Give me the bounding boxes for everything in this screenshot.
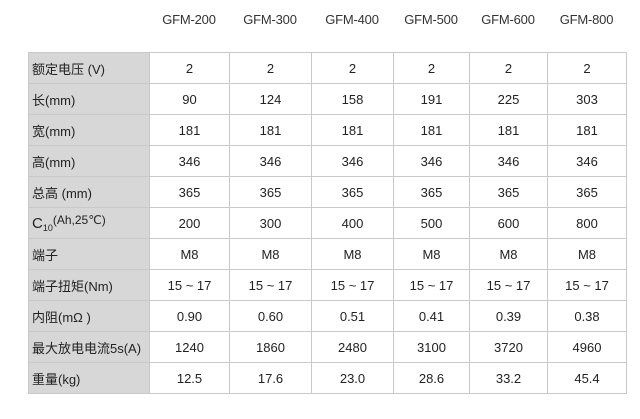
cell-value: 124 [229, 83, 312, 115]
cell-value: 4960 [547, 331, 627, 363]
cell-value: 300 [229, 207, 312, 239]
row-label-capacity: C10(Ah,25℃) [28, 207, 150, 239]
cell-value: 90 [149, 83, 230, 115]
cell-value: 346 [393, 145, 470, 177]
cell-value: 400 [311, 207, 394, 239]
cell-value: 17.6 [229, 362, 312, 394]
cell-value: 15 ~ 17 [393, 269, 470, 301]
table-row-width: 宽(mm) 181 181 181 181 181 181 [28, 114, 627, 146]
cell-value: 346 [547, 145, 627, 177]
cell-value: 0.90 [149, 300, 230, 332]
cell-value: M8 [547, 238, 627, 270]
cell-value: 365 [469, 176, 548, 208]
cell-value: 365 [393, 176, 470, 208]
cell-value: 15 ~ 17 [311, 269, 394, 301]
cell-value: 303 [547, 83, 627, 115]
cell-value: 2480 [311, 331, 394, 363]
cell-value: 181 [469, 114, 548, 146]
cell-value: 365 [229, 176, 312, 208]
cell-value: 800 [547, 207, 627, 239]
table-row-internal-resistance: 内阻(mΩ ) 0.90 0.60 0.51 0.41 0.39 0.38 [28, 300, 627, 332]
row-label-length: 长(mm) [28, 83, 150, 115]
cell-value: 15 ~ 17 [149, 269, 230, 301]
model-header-gfm-400: GFM-400 [325, 12, 379, 27]
table-row-length: 长(mm) 90 124 158 191 225 303 [28, 83, 627, 115]
table-row-total-height: 总高 (mm) 365 365 365 365 365 365 [28, 176, 627, 208]
cell-value: 181 [149, 114, 230, 146]
table-row-height: 高(mm) 346 346 346 346 346 346 [28, 145, 627, 177]
cell-value: 15 ~ 17 [547, 269, 627, 301]
cell-value: M8 [311, 238, 394, 270]
cell-value: 200 [149, 207, 230, 239]
capacity-subscript: 10 [42, 223, 53, 233]
cell-value: 346 [311, 145, 394, 177]
cell-value: 500 [393, 207, 470, 239]
cell-value: 0.38 [547, 300, 627, 332]
table-row-terminal: 端子 M8 M8 M8 M8 M8 M8 [28, 238, 627, 270]
cell-value: 346 [229, 145, 312, 177]
cell-value: 33.2 [469, 362, 548, 394]
cell-value: 191 [393, 83, 470, 115]
cell-value: 181 [393, 114, 470, 146]
cell-value: 158 [311, 83, 394, 115]
cell-value: 15 ~ 17 [229, 269, 312, 301]
cell-value: 365 [547, 176, 627, 208]
cell-value: 28.6 [393, 362, 470, 394]
model-header-row: GFM-200 GFM-300 GFM-400 GFM-500 GFM-600 … [0, 0, 640, 38]
row-label-height: 高(mm) [28, 145, 150, 177]
cell-value: 1860 [229, 331, 312, 363]
cell-value: 365 [311, 176, 394, 208]
model-header-gfm-800: GFM-800 [559, 12, 614, 27]
table-row-weight: 重量(kg) 12.5 17.6 23.0 28.6 33.2 45.4 [28, 362, 627, 394]
row-label-total-height: 总高 (mm) [28, 176, 150, 208]
table-row-max-discharge-current: 最大放电电流5s(A) 1240 1860 2480 3100 3720 496… [28, 331, 627, 363]
row-label-terminal: 端子 [28, 238, 150, 270]
cell-value: 600 [469, 207, 548, 239]
cell-value: 181 [547, 114, 627, 146]
cell-value: 3720 [469, 331, 548, 363]
row-label-max-discharge-current: 最大放电电流5s(A) [28, 331, 150, 363]
table-row-capacity: C10(Ah,25℃) 200 300 400 500 600 800 [28, 207, 627, 239]
cell-value: 2 [469, 52, 548, 84]
cell-value: M8 [393, 238, 470, 270]
table-row-terminal-torque: 端子扭矩(Nm) 15 ~ 17 15 ~ 17 15 ~ 17 15 ~ 17… [28, 269, 627, 301]
row-label-internal-resistance: 内阻(mΩ ) [28, 300, 150, 332]
cell-value: 346 [469, 145, 548, 177]
cell-value: 1240 [149, 331, 230, 363]
cell-value: 0.41 [393, 300, 470, 332]
cell-value: 2 [149, 52, 230, 84]
row-label-terminal-torque: 端子扭矩(Nm) [28, 269, 150, 301]
cell-value: 12.5 [149, 362, 230, 394]
spec-table: 额定电压 (V) 2 2 2 2 2 2 长(mm) 90 124 158 19… [28, 52, 627, 394]
cell-value: M8 [229, 238, 312, 270]
model-header-gfm-600: GFM-600 [481, 12, 535, 27]
capacity-conditions: (Ah,25℃) [52, 213, 106, 227]
cell-value: M8 [469, 238, 548, 270]
cell-value: 2 [311, 52, 394, 84]
cell-value: 3100 [393, 331, 470, 363]
row-label-rated-voltage: 额定电压 (V) [28, 52, 150, 84]
cell-value: 2 [547, 52, 627, 84]
cell-value: 225 [469, 83, 548, 115]
cell-value: 0.51 [311, 300, 394, 332]
cell-value: 0.60 [229, 300, 312, 332]
cell-value: 181 [229, 114, 312, 146]
cell-value: 2 [393, 52, 470, 84]
row-label-weight: 重量(kg) [28, 362, 150, 394]
row-label-width: 宽(mm) [28, 114, 150, 146]
model-header-gfm-300: GFM-300 [243, 12, 297, 27]
cell-value: 346 [149, 145, 230, 177]
table-row-rated-voltage: 额定电压 (V) 2 2 2 2 2 2 [28, 52, 627, 84]
cell-value: M8 [149, 238, 230, 270]
cell-value: 45.4 [547, 362, 627, 394]
cell-value: 181 [311, 114, 394, 146]
cell-value: 365 [149, 176, 230, 208]
cell-value: 15 ~ 17 [469, 269, 548, 301]
capacity-symbol: C [32, 215, 43, 232]
cell-value: 23.0 [311, 362, 394, 394]
cell-value: 0.39 [469, 300, 548, 332]
cell-value: 2 [229, 52, 312, 84]
model-header-gfm-500: GFM-500 [404, 12, 458, 27]
model-header-gfm-200: GFM-200 [162, 12, 216, 27]
